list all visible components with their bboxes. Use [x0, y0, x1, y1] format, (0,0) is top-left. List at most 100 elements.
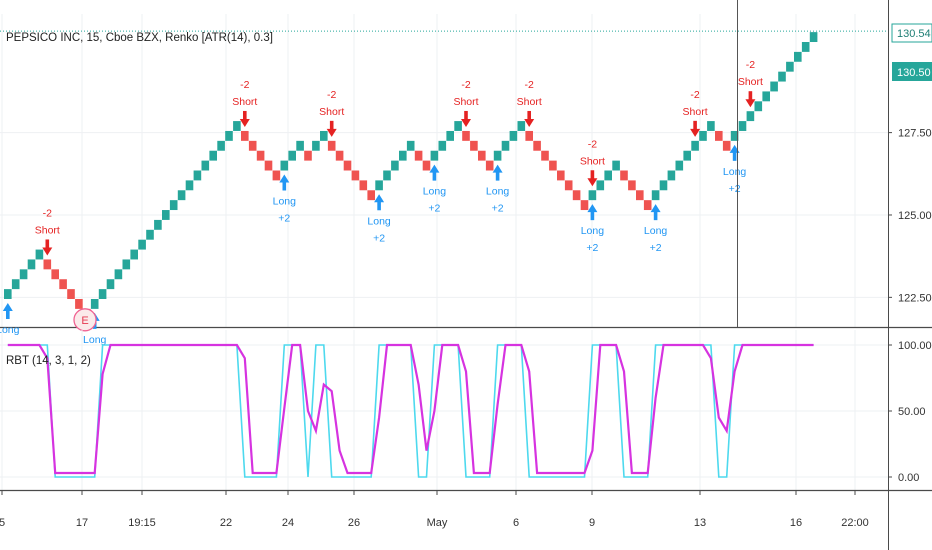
renko-brick [691, 140, 699, 151]
short-signal-label: -2 [43, 207, 52, 219]
short-arrow-shaft [45, 239, 50, 249]
renko-brick [241, 130, 249, 141]
indicator-legend[interactable]: RBT (14, 3, 1, 2) [6, 355, 91, 367]
time-tick-label: 22 [220, 517, 232, 529]
renko-brick [193, 170, 202, 181]
renko-brick [430, 150, 439, 161]
renko-brick [730, 130, 739, 141]
short-signal-label: Short [580, 155, 605, 167]
renko-brick [786, 61, 794, 72]
renko-brick [533, 140, 541, 151]
renko-brick [43, 259, 52, 270]
renko-brick [675, 160, 684, 171]
short-arrow-head [326, 128, 337, 137]
long-arrow-shaft [495, 171, 500, 181]
renko-brick [67, 289, 75, 299]
time-axis[interactable]: 5 17 19:15 22 24 26 May 6 9 13 16 22:00 [0, 490, 869, 529]
long-arrow-shaft [377, 201, 381, 211]
time-tick-label: 24 [282, 517, 294, 529]
renko-brick [288, 150, 296, 161]
renko-brick [493, 150, 502, 161]
indicator-tick-label: 50.00 [898, 406, 926, 418]
renko-brick [280, 160, 289, 171]
renko-brick [138, 239, 146, 250]
long-arrow-head [279, 174, 290, 183]
long-signal-label: +2 [428, 203, 440, 215]
time-tick-label: May [427, 517, 448, 529]
renko-brick [335, 150, 344, 161]
renko-brick [643, 200, 652, 211]
time-tick-label: 13 [694, 517, 706, 529]
renko-brick [517, 121, 526, 131]
short-signal-label: -2 [588, 138, 597, 150]
short-arrow-head [239, 118, 250, 127]
renko-brick [122, 259, 131, 270]
short-arrow-shaft [464, 110, 468, 120]
renko-brick [809, 32, 818, 43]
renko-brick [588, 190, 597, 201]
renko-brick [399, 150, 407, 161]
main-price-grid [0, 14, 932, 329]
main-legend[interactable]: PEPSICO INC, 15, Cboe BZX, Renko [ATR(14… [6, 32, 273, 44]
long-arrow-head [2, 302, 13, 311]
price-tick-label: 127.50 [898, 128, 932, 140]
time-tick-label: 17 [76, 517, 88, 529]
long-signal-label: +2 [729, 183, 741, 195]
last-price-tag-box [891, 23, 932, 43]
renko-brick [320, 130, 328, 141]
renko-brick [27, 259, 36, 270]
short-arrow-head [690, 128, 701, 137]
long-signal-label: Long [486, 186, 510, 198]
short-signal-label: -2 [525, 79, 534, 91]
renko-brick [185, 180, 194, 191]
renko-brick [154, 219, 162, 230]
price-axis[interactable]: 122.50 125.00 127.50 [888, 128, 932, 305]
renko-brick [11, 279, 20, 290]
short-signal-label: Short [683, 106, 708, 118]
long-arrow-head [374, 194, 385, 203]
renko-brick [343, 160, 352, 171]
renko-brick [754, 101, 763, 112]
renko-brick [98, 289, 107, 299]
renko-brick [628, 180, 636, 191]
short-signal-label: -2 [461, 79, 470, 91]
renko-brick [296, 140, 304, 151]
renko-brick [422, 160, 431, 171]
renko-brick [557, 170, 565, 181]
short-signal-label: Short [738, 76, 763, 88]
long-arrow-shaft [6, 309, 10, 319]
chart-overlays: E [0, 0, 888, 332]
renko-brick [209, 150, 217, 161]
short-signal-label: Short [232, 96, 257, 108]
short-arrow-shaft [590, 170, 595, 180]
current-price-label: 130.50 [897, 67, 931, 79]
renko-brick [525, 130, 533, 141]
short-arrow-shaft [748, 91, 753, 101]
long-arrow-shaft [590, 211, 595, 221]
renko-brick [162, 210, 170, 220]
renko-brick [106, 279, 115, 290]
long-signal-label: Long [423, 186, 447, 198]
long-arrow-shaft [282, 181, 287, 191]
short-signal-label: Short [35, 224, 60, 236]
time-tick-label: 6 [513, 517, 519, 529]
long-arrow-shaft [732, 151, 737, 161]
indicator-axis[interactable]: 100.00 50.00 0.00 [888, 340, 932, 484]
renko-brick [470, 140, 478, 151]
current-price-tag-box [892, 62, 932, 81]
renko-brick [699, 130, 707, 141]
short-signal-label: -2 [327, 89, 336, 101]
long-arrow-head [650, 204, 661, 213]
renko-brick [801, 42, 810, 52]
long-arrow-shaft [653, 211, 658, 221]
price-tick-label: 122.50 [898, 292, 932, 304]
short-signal-label: Short [453, 96, 478, 108]
renko-brick [217, 140, 225, 151]
renko-brick [564, 180, 573, 191]
short-arrow-head [587, 178, 598, 187]
long-arrow-shaft [432, 171, 437, 181]
renko-brick [304, 150, 312, 161]
renko-brick [264, 160, 273, 171]
long-signal-label: +2 [373, 232, 385, 244]
renko-brick [485, 160, 494, 171]
